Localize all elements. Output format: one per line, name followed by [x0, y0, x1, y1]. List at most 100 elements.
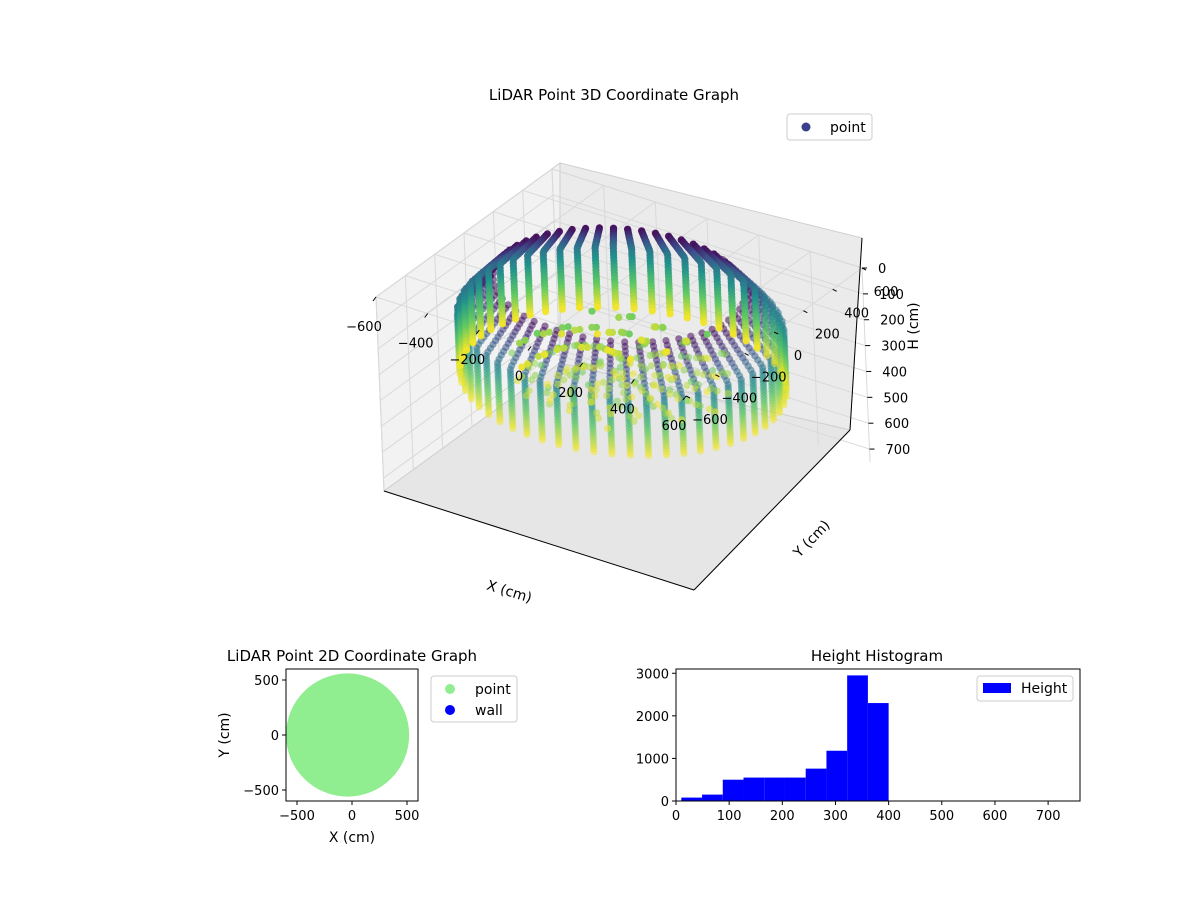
lidar-point: [587, 385, 595, 394]
lidar-point: [563, 365, 571, 373]
lidar-point: [761, 423, 769, 431]
lidar-point: [777, 368, 785, 376]
lidar-point: [595, 343, 604, 351]
x-tick-label-2d: 500: [395, 809, 420, 824]
histogram-bar: [722, 779, 744, 801]
lidar-point: [553, 345, 561, 353]
histogram-bar: [764, 777, 785, 801]
lidar-point: [780, 376, 789, 384]
lidar-point: [523, 430, 531, 439]
lidar-point: [686, 397, 694, 405]
lidar-point: [576, 304, 584, 312]
chart-2d-title: LiDAR Point 2D Coordinate Graph: [227, 647, 477, 665]
grid-back-wall: [861, 267, 871, 463]
lidar-point: [588, 307, 596, 315]
lidar-point: [541, 322, 549, 330]
x-tick-3d: [682, 395, 687, 401]
lidar-point: [729, 330, 737, 338]
lidar-point: [666, 390, 674, 398]
lidar-point: [619, 374, 627, 382]
lidar-point: [540, 351, 548, 359]
lidar-point: [703, 388, 711, 396]
legend-3d: point: [786, 113, 873, 141]
lidar-point: [520, 312, 528, 320]
point-cloud-3d: [453, 224, 790, 460]
lidar-point: [538, 436, 547, 444]
lidar-point: [637, 373, 645, 381]
histogram-bar: [681, 797, 703, 801]
lidar-point: [573, 364, 581, 372]
histogram-legend-label: Height: [1021, 681, 1068, 697]
y-tick-3d: [803, 310, 808, 314]
z-tick-label-3d: 700: [885, 443, 910, 458]
lidar-point: [588, 323, 596, 331]
lidar-2d-plot: LiDAR Point 2D Coordinate Graph −500 0 500…: [217, 647, 518, 846]
y-tick-label-3d: 200: [815, 328, 840, 343]
lidar-point: [662, 337, 670, 345]
lidar-point: [622, 381, 630, 390]
lidar-point: [477, 332, 485, 340]
y-tick-3d: [773, 331, 779, 335]
lidar-point: [705, 405, 713, 413]
lidar-point: [558, 330, 566, 338]
grid-back-wall: [809, 251, 819, 446]
lidar-point: [650, 323, 658, 331]
lidar-point: [684, 353, 693, 361]
lidar-point: [588, 398, 596, 406]
lidar-point: [525, 387, 533, 395]
lidar-point: [511, 315, 520, 323]
lidar-point: [683, 381, 691, 390]
lidar-point: [508, 349, 516, 357]
y-tick-label-2d: 500: [254, 674, 279, 689]
x-tick-label-3d: −400: [398, 337, 434, 352]
lidar-point: [530, 359, 539, 367]
lidar-point: [715, 324, 723, 332]
lidar-point: [677, 352, 686, 360]
lidar-point: [537, 361, 545, 369]
lidar-point: [578, 343, 586, 351]
lidar-point: [603, 392, 611, 400]
y-tick-label-hist: 2000: [636, 710, 669, 725]
lidar-point: [530, 317, 538, 325]
histogram-bar: [847, 675, 868, 801]
lidar-point: [531, 371, 539, 379]
lidar-point: [606, 404, 614, 412]
lidar-point: [630, 305, 638, 313]
legend-3d-label: point: [830, 120, 866, 136]
lidar-point: [627, 355, 635, 363]
histogram-ticks: 0 100 200 300 400 500 600 700 0 1000 2000 3000: [636, 667, 1061, 824]
lidar-point: [554, 380, 562, 389]
y-axis-label-3d: Y (cm): [790, 517, 834, 561]
lidar-point: [626, 412, 634, 420]
lidar-3d-plot: LiDAR Point 3D Coordinate Graph −600 −400…: [346, 86, 922, 607]
x-tick-label-hist: 400: [876, 809, 901, 824]
lidar-point: [568, 384, 576, 393]
lidar-point: [662, 451, 671, 459]
x-tick-label-hist: 600: [983, 809, 1008, 824]
lidar-point: [593, 380, 602, 388]
lidar-point: [659, 404, 667, 412]
y-tick-label-3d: 400: [844, 306, 869, 321]
y-tick-label-3d: 0: [794, 349, 802, 364]
x-tick-3d: [630, 379, 635, 384]
lidar-point: [724, 389, 732, 397]
lidar-point: [545, 328, 553, 336]
height-histogram: Height Histogram 0 100 200 300 400 500 600 7000…: [636, 647, 1081, 824]
lidar-point: [693, 369, 701, 377]
lidar-point: [590, 364, 599, 372]
lidar-point: [650, 351, 658, 359]
lidar-point: [646, 394, 654, 402]
lidar-point: [462, 387, 470, 395]
lidar-point: [544, 380, 552, 388]
x-tick-label-hist: 100: [717, 809, 742, 824]
lidar-point: [504, 301, 512, 309]
y-axis-line: [693, 429, 851, 591]
lidar-point: [630, 417, 638, 425]
lidar-point: [613, 397, 621, 405]
lidar-point: [723, 370, 732, 378]
lidar-point: [571, 326, 579, 334]
lidar-point: [542, 308, 550, 316]
y-tick-3d: [744, 352, 749, 356]
lidar-point: [721, 350, 729, 358]
lidar-point: [634, 412, 643, 420]
